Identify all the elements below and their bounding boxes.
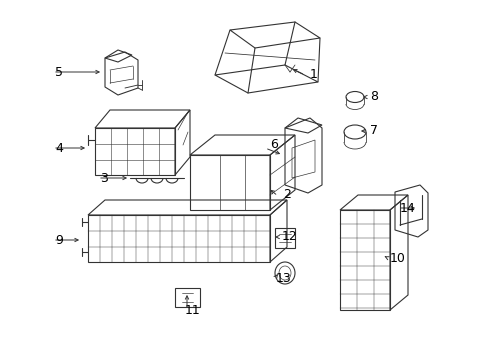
Text: 14: 14	[399, 202, 415, 215]
Text: 6: 6	[269, 139, 277, 152]
Text: 10: 10	[389, 252, 405, 265]
Text: 4: 4	[55, 141, 63, 154]
Text: 5: 5	[55, 66, 63, 78]
Text: 9: 9	[55, 234, 63, 247]
Text: 13: 13	[275, 271, 291, 284]
Text: 7: 7	[369, 123, 377, 136]
Text: 3: 3	[100, 171, 108, 184]
Text: 12: 12	[282, 230, 297, 243]
Text: 2: 2	[283, 189, 290, 202]
Text: 11: 11	[184, 303, 201, 316]
Text: 8: 8	[369, 90, 377, 104]
Text: 1: 1	[309, 68, 317, 81]
